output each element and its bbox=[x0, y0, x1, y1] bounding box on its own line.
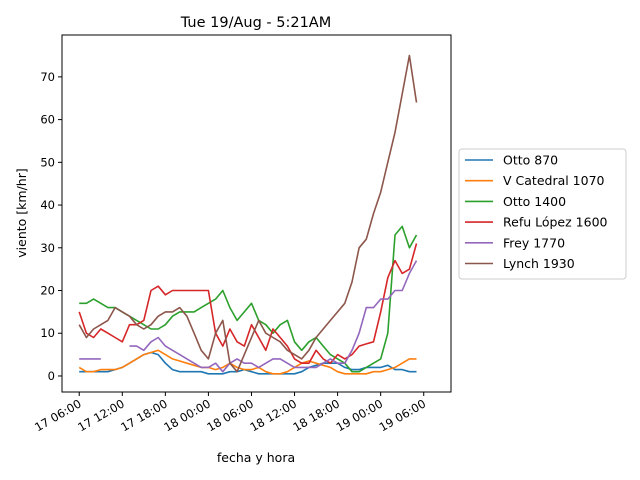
series-line-4 bbox=[79, 260, 418, 373]
x-axis-label: fecha y hora bbox=[217, 450, 295, 465]
legend-label: Otto 870 bbox=[503, 153, 558, 168]
y-tick-label: 10 bbox=[40, 326, 55, 340]
x-tick-label: 17 12:00 bbox=[75, 396, 127, 434]
x-tick-label: 17 18:00 bbox=[118, 396, 170, 434]
x-tick-label: 18 18:00 bbox=[291, 396, 343, 434]
chart-title: Tue 19/Aug - 5:21AM bbox=[180, 15, 331, 31]
series-line-5 bbox=[78, 54, 418, 373]
legend-label: Otto 1400 bbox=[503, 194, 566, 209]
series-line-2 bbox=[79, 225, 418, 373]
y-axis-label: viento [km/hr] bbox=[14, 168, 29, 257]
axes-frame bbox=[61, 34, 452, 393]
legend-label: V Catedral 1070 bbox=[503, 173, 605, 188]
legend-label: Frey 1770 bbox=[503, 235, 565, 250]
y-tick-label: 40 bbox=[40, 198, 55, 212]
series-line-3 bbox=[78, 243, 418, 364]
legend-label: Lynch 1930 bbox=[503, 256, 575, 271]
x-tick-label: 19 00:00 bbox=[334, 396, 386, 434]
y-tick-label: 0 bbox=[48, 369, 55, 383]
legend-label: Refu López 1600 bbox=[503, 215, 608, 230]
y-tick-label: 30 bbox=[40, 241, 55, 255]
y-tick-label: 60 bbox=[40, 113, 55, 127]
x-tick-label: 18 06:00 bbox=[204, 396, 256, 434]
y-axis: 0 10 20 30 40 50 60 70 bbox=[40, 70, 62, 383]
y-tick-label: 50 bbox=[40, 155, 55, 169]
y-tick-label: 20 bbox=[40, 284, 55, 298]
y-tick-label: 70 bbox=[40, 70, 55, 84]
legend: Otto 870 V Catedral 1070 Otto 1400 Refu Lóp… bbox=[458, 148, 627, 280]
x-tick-label: 17 06:00 bbox=[32, 396, 84, 434]
plot-area bbox=[78, 54, 418, 375]
x-tick-label: 18 12:00 bbox=[247, 396, 299, 434]
x-tick-label: 19 06:00 bbox=[377, 396, 429, 434]
legend-box bbox=[458, 148, 627, 280]
x-tick-label: 18 00:00 bbox=[161, 396, 213, 434]
series-line-1 bbox=[78, 349, 417, 375]
